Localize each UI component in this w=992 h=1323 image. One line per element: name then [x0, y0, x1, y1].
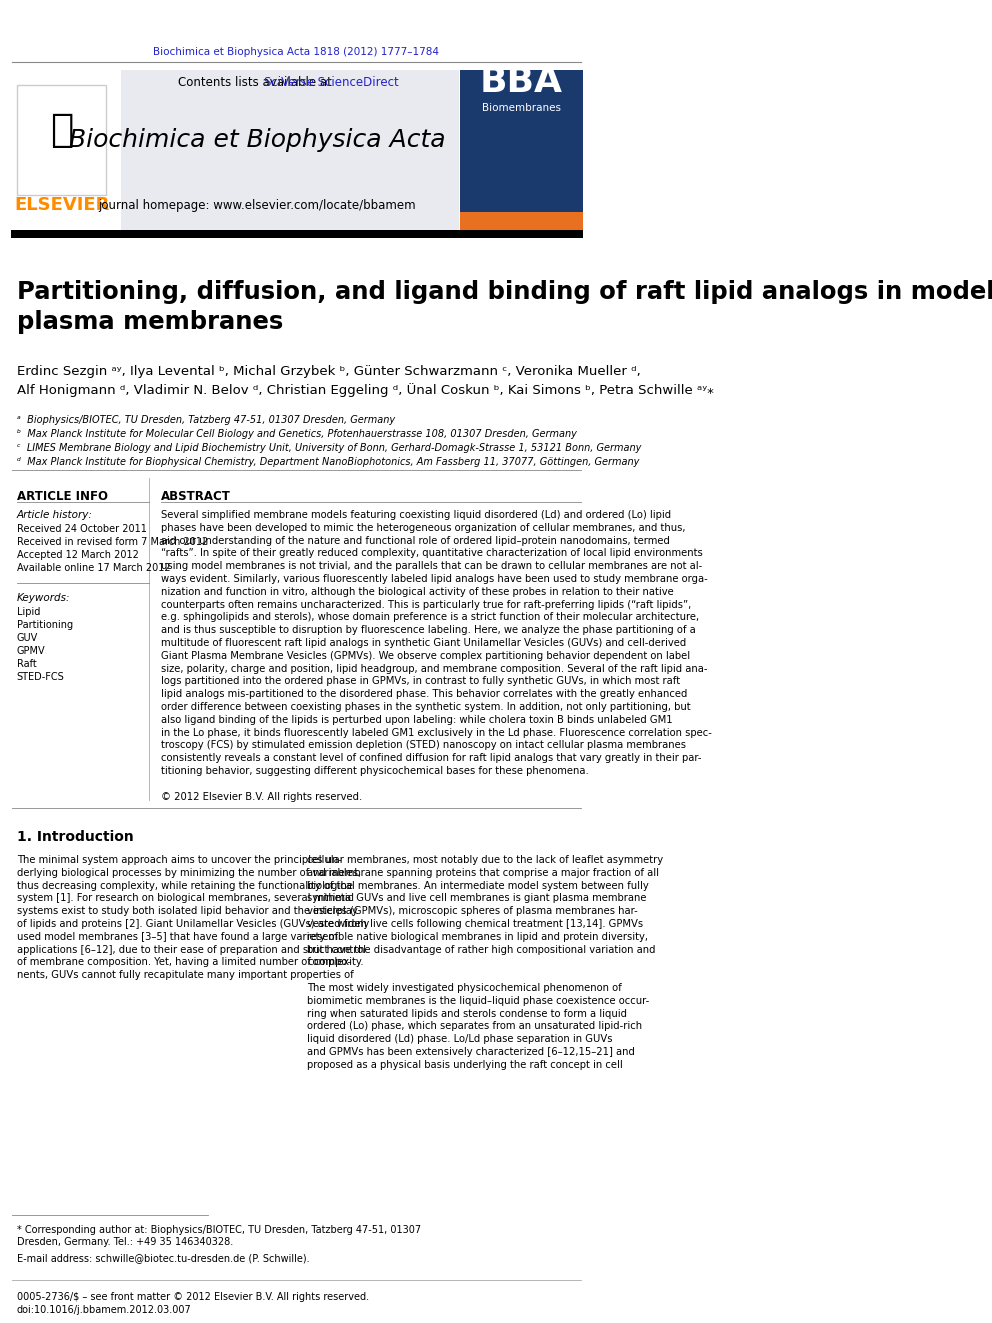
FancyBboxPatch shape: [17, 85, 106, 194]
Text: Lipid: Lipid: [17, 607, 40, 617]
FancyBboxPatch shape: [460, 212, 583, 230]
Text: journal homepage: www.elsevier.com/locate/bbamem: journal homepage: www.elsevier.com/locat…: [98, 198, 416, 212]
Text: 1. Introduction: 1. Introduction: [17, 830, 134, 844]
Text: Keywords:: Keywords:: [17, 593, 70, 603]
Text: The minimal system approach aims to uncover the principles un-
derlying biologic: The minimal system approach aims to unco…: [17, 855, 369, 980]
Text: Several simplified membrane models featuring coexisting liquid disordered (Ld) a: Several simplified membrane models featu…: [162, 509, 712, 777]
Text: ARTICLE INFO: ARTICLE INFO: [17, 490, 108, 503]
Text: * Corresponding author at: Biophysics/BIOTEC, TU Dresden, Tatzberg 47-51, 01307
: * Corresponding author at: Biophysics/BI…: [17, 1225, 421, 1248]
Text: Accepted 12 March 2012: Accepted 12 March 2012: [17, 550, 139, 560]
Text: Alf Honigmann ᵈ, Vladimir N. Belov ᵈ, Christian Eggeling ᵈ, Ünal Coskun ᵇ, Kai S: Alf Honigmann ᵈ, Vladimir N. Belov ᵈ, Ch…: [17, 382, 713, 397]
Text: E-mail address: schwille@biotec.tu-dresden.de (P. Schwille).: E-mail address: schwille@biotec.tu-dresd…: [17, 1253, 310, 1263]
Text: © 2012 Elsevier B.V. All rights reserved.: © 2012 Elsevier B.V. All rights reserved…: [162, 792, 363, 802]
Text: Received 24 October 2011: Received 24 October 2011: [17, 524, 147, 534]
Text: ᵈ  Max Planck Institute for Biophysical Chemistry, Department NanoBiophotonics, : ᵈ Max Planck Institute for Biophysical C…: [17, 456, 639, 467]
Text: Biochimica et Biophysica Acta 1818 (2012) 1777–1784: Biochimica et Biophysica Acta 1818 (2012…: [154, 48, 439, 57]
Text: Available online 17 March 2012: Available online 17 March 2012: [17, 564, 171, 573]
FancyBboxPatch shape: [11, 70, 121, 230]
Text: SciVerse ScienceDirect: SciVerse ScienceDirect: [265, 75, 399, 89]
Text: 0005-2736/$ – see front matter © 2012 Elsevier B.V. All rights reserved.: 0005-2736/$ – see front matter © 2012 El…: [17, 1293, 369, 1302]
Text: ᶜ  LIMES Membrane Biology and Lipid Biochemistry Unit, University of Bonn, Gerha: ᶜ LIMES Membrane Biology and Lipid Bioch…: [17, 443, 641, 452]
FancyBboxPatch shape: [11, 230, 583, 238]
Text: doi:10.1016/j.bbamem.2012.03.007: doi:10.1016/j.bbamem.2012.03.007: [17, 1304, 191, 1315]
Text: 🌳: 🌳: [50, 111, 73, 149]
FancyBboxPatch shape: [11, 70, 459, 230]
Text: Partitioning: Partitioning: [17, 620, 72, 630]
Text: Erdinc Sezgin ᵃʸ, Ilya Levental ᵇ, Michal Grzybek ᵇ, Günter Schwarzmann ᶜ, Veron: Erdinc Sezgin ᵃʸ, Ilya Levental ᵇ, Micha…: [17, 365, 641, 378]
Text: Partitioning, diffusion, and ligand binding of raft lipid analogs in model and c: Partitioning, diffusion, and ligand bind…: [17, 280, 992, 333]
Text: STED-FCS: STED-FCS: [17, 672, 64, 681]
Text: ᵇ  Max Planck Institute for Molecular Cell Biology and Genetics, Pfotenhauerstra: ᵇ Max Planck Institute for Molecular Cel…: [17, 429, 576, 439]
Text: Biomembranes: Biomembranes: [482, 103, 560, 112]
Text: Received in revised form 7 March 2012: Received in revised form 7 March 2012: [17, 537, 208, 546]
Text: ᵃ  Biophysics/BIOTEC, TU Dresden, Tatzberg 47-51, 01307 Dresden, Germany: ᵃ Biophysics/BIOTEC, TU Dresden, Tatzber…: [17, 415, 395, 425]
Text: Biochimica et Biophysica Acta: Biochimica et Biophysica Acta: [68, 128, 445, 152]
FancyBboxPatch shape: [460, 70, 583, 230]
Text: GUV: GUV: [17, 632, 38, 643]
Text: BBA: BBA: [480, 65, 562, 99]
Text: GPMV: GPMV: [17, 646, 46, 656]
Text: ELSEVIER: ELSEVIER: [14, 196, 109, 214]
Text: Article history:: Article history:: [17, 509, 92, 520]
Text: Contents lists available at: Contents lists available at: [179, 75, 336, 89]
Text: cellular membranes, most notably due to the lack of leaflet asymmetry
and membra: cellular membranes, most notably due to …: [308, 855, 664, 1070]
Text: ABSTRACT: ABSTRACT: [162, 490, 231, 503]
Text: Raft: Raft: [17, 659, 37, 669]
